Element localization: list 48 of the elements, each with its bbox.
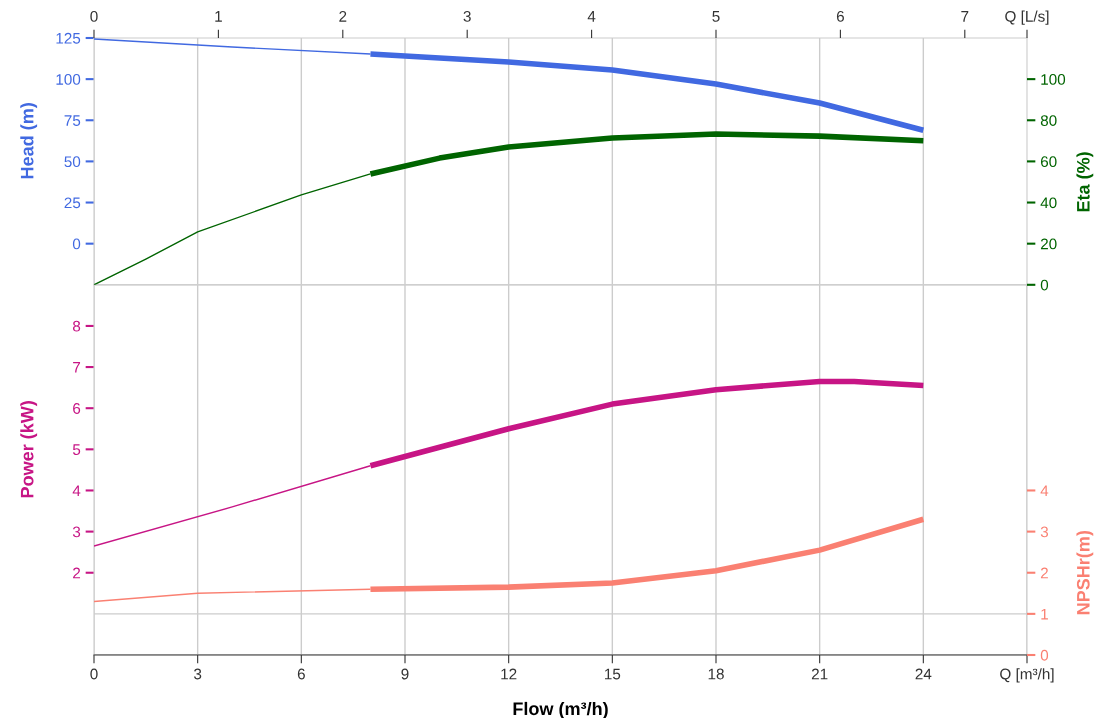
y-tick-label: 8 (72, 320, 81, 332)
y2-tick-label: 4 (1040, 485, 1049, 496)
y2-tick-label: 20 (1040, 238, 1057, 250)
x2-tick-label: 0 (90, 10, 98, 22)
x2-tick-label: 7 (961, 11, 969, 22)
y-tick-label: 5 (72, 444, 81, 456)
y2-tick-label: 60 (1040, 156, 1057, 168)
x-tick-label: 6 (297, 668, 305, 680)
x-tick-label: 18 (708, 668, 724, 680)
y-tick-label: 25 (64, 197, 81, 209)
y-tick-label: 3 (72, 526, 81, 538)
y2-tick-label: 100 (1041, 74, 1066, 85)
y2-tick-label: 0 (1040, 279, 1049, 291)
x-tick-label: 21 (811, 668, 828, 680)
x-tick-label: 3 (194, 668, 202, 680)
y-tick-label: 75 (64, 115, 81, 126)
y2-axis-title: Eta (%) (1076, 152, 1094, 212)
y2-tick-label: 0 (1040, 649, 1049, 661)
y-tick-label: 125 (56, 32, 81, 44)
x2-tick-label: 3 (463, 10, 471, 22)
y2-tick-label: 2 (1040, 567, 1048, 579)
x2-tick-label: 6 (836, 10, 844, 22)
y2-tick-label: 3 (1040, 526, 1049, 538)
y2-tick-label: 1 (1041, 608, 1048, 620)
x2-tick-label: 1 (215, 11, 222, 22)
y-tick-label: 0 (72, 238, 81, 250)
x2-tick-label: 4 (587, 11, 596, 22)
x-tick-label: 12 (501, 668, 517, 680)
y-tick-label: 4 (72, 485, 81, 496)
x-tick-label: Q [m³/h] (1000, 668, 1054, 683)
y-tick-label: 7 (73, 362, 81, 373)
y2-tick-label: 80 (1040, 115, 1057, 126)
x2-tick-label: 5 (712, 11, 720, 22)
y-tick-label: 6 (73, 403, 81, 414)
x-tick-label: 15 (605, 668, 621, 680)
x-axis-title: Flow (m³/h) (513, 701, 608, 718)
x-tick-label: 24 (915, 668, 932, 680)
y2-axis-title: NPSHr(m) (1076, 531, 1094, 615)
x2-tick-label: Q [L/s] (1005, 10, 1049, 25)
x2-tick-label: 2 (339, 10, 347, 22)
y2-tick-label: 40 (1040, 197, 1057, 209)
x-tick-label: 0 (90, 668, 98, 680)
y-tick-label: 100 (56, 74, 81, 85)
y-tick-label: 50 (64, 156, 81, 168)
y-axis-title: Power (kW) (20, 401, 38, 498)
y-axis-title: Head (m) (20, 103, 38, 179)
y-tick-label: 2 (73, 567, 81, 579)
x-tick-label: 9 (401, 668, 409, 680)
